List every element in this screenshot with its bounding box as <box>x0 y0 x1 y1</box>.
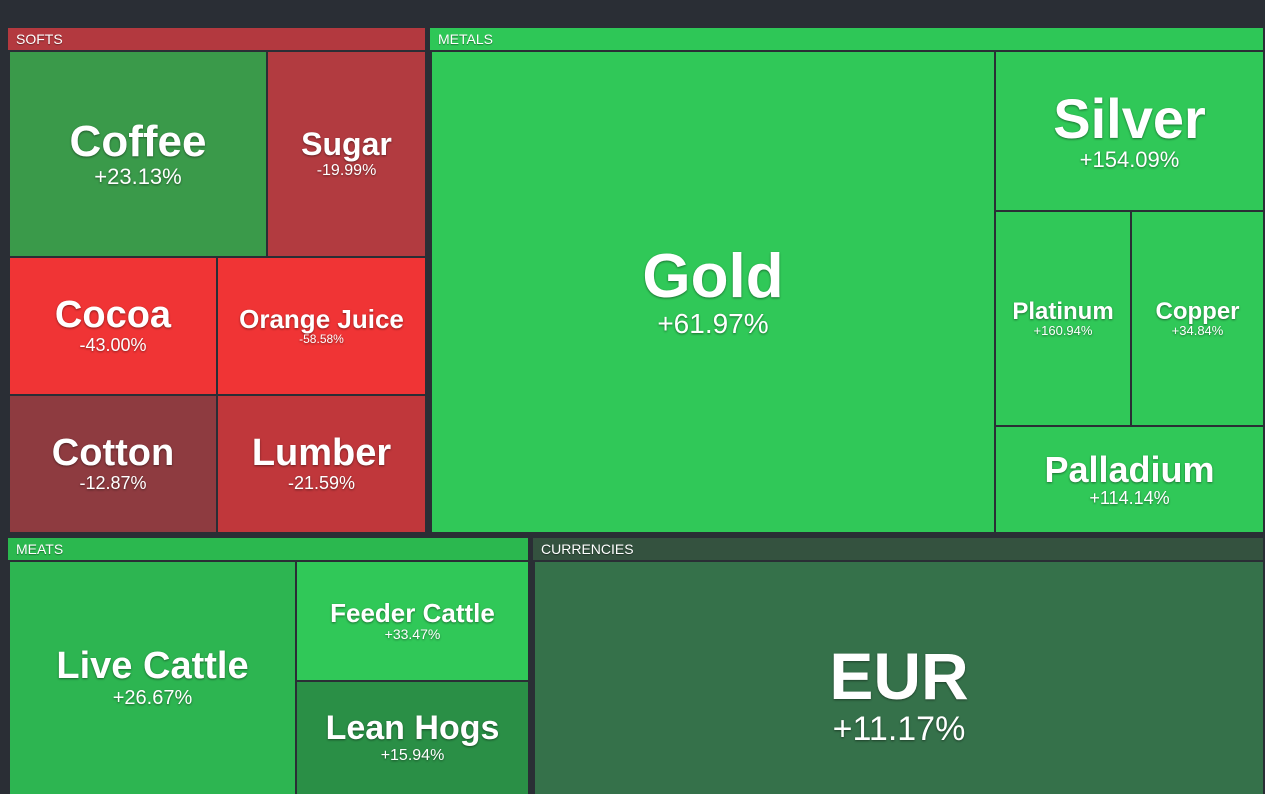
tile-change: +154.09% <box>1079 147 1180 173</box>
tile: Cocoa -43.00% <box>10 258 216 394</box>
tile-name: Silver <box>1053 86 1206 150</box>
tile-change: +11.17% <box>832 710 966 749</box>
tile: Gold +61.97% <box>432 52 994 532</box>
group-header: CURRENCIES <box>533 538 1263 560</box>
tile-change: -21.59% <box>287 473 356 494</box>
group-header: METALS <box>430 28 1263 50</box>
tile-change: +15.94% <box>380 747 445 765</box>
tile-name: Sugar <box>301 126 392 163</box>
tile: Lean Hogs +15.94% <box>297 682 528 794</box>
tile: Sugar -19.99% <box>268 52 425 256</box>
tile-change: -12.87% <box>79 473 147 494</box>
tile-name: Cotton <box>51 432 175 475</box>
tile-change: +26.67% <box>112 686 193 709</box>
tile: Orange Juice -58.58% <box>218 258 425 394</box>
tile: Lumber -21.59% <box>218 396 425 532</box>
tile: Platinum +160.94% <box>996 212 1130 425</box>
group-header: SOFTS <box>8 28 425 50</box>
tile-name: Orange Juice <box>239 303 404 334</box>
tile-change: +34.84% <box>1171 322 1224 338</box>
tile: EUR +11.17% <box>535 562 1263 794</box>
tile-change: +160.94% <box>1033 322 1093 338</box>
tile: Palladium +114.14% <box>996 427 1263 532</box>
tile-name: Gold <box>642 242 784 312</box>
tile: Copper +34.84% <box>1132 212 1263 425</box>
tile-change: -58.58% <box>299 332 344 347</box>
tile: Feeder Cattle +33.47% <box>297 562 528 680</box>
tile-change: +33.47% <box>384 625 441 642</box>
tile-name: Palladium <box>1044 448 1215 490</box>
tile-name: EUR <box>829 639 969 713</box>
tile-name: Copper <box>1155 297 1240 325</box>
tile-name: Lumber <box>251 432 392 475</box>
tile-change: +23.13% <box>94 164 182 189</box>
tile-name: Lean Hogs <box>325 709 500 748</box>
tile-name: Platinum <box>1012 297 1114 325</box>
tile-change: -19.99% <box>316 162 377 179</box>
tile-name: Feeder Cattle <box>330 597 495 628</box>
group-header: MEATS <box>8 538 528 560</box>
tile: Cotton -12.87% <box>10 396 216 532</box>
tile: Silver +154.09% <box>996 52 1263 210</box>
tile-change: +61.97% <box>657 308 769 340</box>
tile-name: Cocoa <box>54 294 172 337</box>
tile: Coffee +23.13% <box>10 52 266 256</box>
tile-change: +114.14% <box>1089 487 1170 508</box>
tile: Live Cattle +26.67% <box>10 562 295 794</box>
tile-change: -43.00% <box>79 335 147 356</box>
tile-name: Live Cattle <box>56 645 249 688</box>
tile-name: Coffee <box>69 116 207 166</box>
